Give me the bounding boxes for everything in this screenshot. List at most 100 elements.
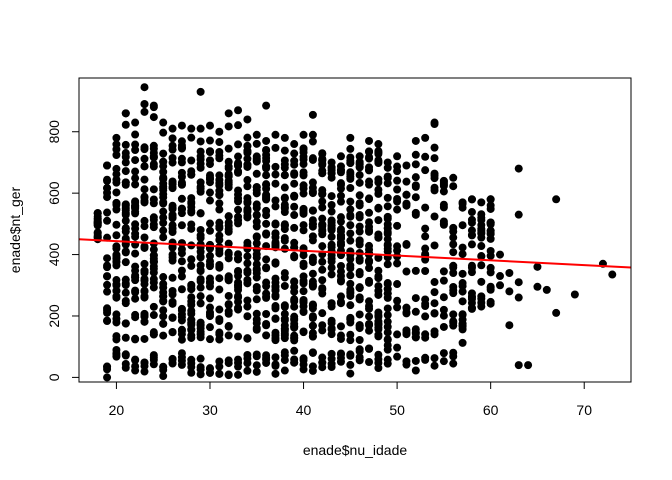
data-point <box>318 220 327 229</box>
data-point <box>262 230 271 239</box>
data-point <box>243 115 252 124</box>
data-point <box>383 214 392 223</box>
data-point <box>262 145 271 154</box>
data-point <box>336 322 345 331</box>
data-point <box>168 145 177 154</box>
data-point <box>168 256 177 265</box>
data-point <box>159 167 168 176</box>
data-point <box>121 120 130 129</box>
data-point <box>252 232 261 241</box>
data-point <box>374 185 383 194</box>
data-point <box>112 188 121 197</box>
data-point <box>177 285 186 294</box>
data-point <box>477 292 486 301</box>
data-point <box>467 218 476 227</box>
data-point <box>411 193 420 202</box>
data-point <box>112 287 121 296</box>
data-point <box>421 166 430 175</box>
data-point <box>131 294 140 303</box>
data-point <box>336 240 345 249</box>
data-point <box>421 244 430 253</box>
data-point <box>280 356 289 365</box>
data-point <box>131 118 140 127</box>
data-point <box>159 233 168 242</box>
data-point <box>112 133 121 142</box>
x-tick-label: 50 <box>389 402 405 418</box>
data-point <box>121 109 130 118</box>
data-point <box>486 195 495 204</box>
data-point <box>168 134 177 143</box>
data-point <box>224 109 233 118</box>
data-point <box>159 118 168 127</box>
data-point <box>252 250 261 259</box>
data-point <box>224 176 233 185</box>
data-point <box>393 167 402 176</box>
data-point <box>318 186 327 195</box>
data-point <box>402 240 411 249</box>
data-point <box>215 328 224 337</box>
data-point <box>336 165 345 174</box>
data-point <box>177 121 186 130</box>
data-point <box>299 262 308 271</box>
data-point <box>458 297 467 306</box>
data-point <box>280 225 289 234</box>
data-point <box>336 276 345 285</box>
data-point <box>336 334 345 343</box>
data-point <box>514 361 523 370</box>
data-point <box>205 188 214 197</box>
data-point <box>552 308 561 317</box>
data-point <box>103 161 112 170</box>
data-point <box>159 174 168 183</box>
data-point <box>205 226 214 235</box>
data-point <box>168 154 177 163</box>
data-point <box>159 207 168 216</box>
plot-frame <box>78 77 632 383</box>
data-point <box>336 357 345 366</box>
data-point <box>439 187 448 196</box>
data-point <box>355 152 364 161</box>
data-point <box>224 218 233 227</box>
data-point <box>196 147 205 156</box>
data-point <box>131 156 140 165</box>
data-point <box>299 221 308 230</box>
data-point <box>243 334 252 343</box>
data-point <box>205 160 214 169</box>
data-point <box>205 277 214 286</box>
data-point <box>140 162 149 171</box>
data-point <box>318 203 327 212</box>
data-point <box>224 164 233 173</box>
data-point <box>243 176 252 185</box>
data-point <box>140 266 149 275</box>
data-point <box>205 364 214 373</box>
data-point <box>458 221 467 230</box>
data-point <box>393 221 402 230</box>
data-point <box>383 355 392 364</box>
x-tick-label: 30 <box>202 402 218 418</box>
data-point <box>168 290 177 299</box>
data-point <box>365 256 374 265</box>
data-point <box>140 334 149 343</box>
data-point <box>159 306 168 315</box>
data-point <box>533 262 542 271</box>
data-point <box>346 261 355 270</box>
data-point <box>486 268 495 277</box>
data-point <box>187 255 196 264</box>
data-point <box>159 288 168 297</box>
data-point <box>327 243 336 252</box>
data-point <box>252 350 261 359</box>
data-point <box>121 288 130 297</box>
data-point <box>290 331 299 340</box>
data-point <box>280 326 289 335</box>
data-point <box>393 152 402 161</box>
data-point <box>299 354 308 363</box>
data-point <box>402 309 411 318</box>
data-point <box>393 205 402 214</box>
data-point <box>327 359 336 368</box>
data-point <box>224 212 233 221</box>
data-point <box>439 217 448 226</box>
data-point <box>318 265 327 274</box>
data-point <box>168 214 177 223</box>
data-point <box>187 199 196 208</box>
data-point <box>177 266 186 275</box>
data-point <box>290 322 299 331</box>
